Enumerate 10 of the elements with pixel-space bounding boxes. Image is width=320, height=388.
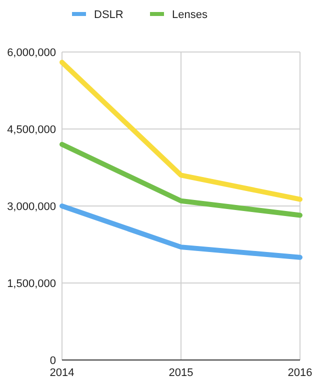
y-tick-label: 0 [50, 354, 56, 367]
x-tick-label: 2015 [168, 367, 194, 379]
y-tick-label: 4,500,000 [7, 124, 56, 136]
y-tick-label: 1,500,000 [7, 278, 56, 290]
x-tick-label: 2014 [50, 367, 74, 379]
y-tick-label: 6,000,000 [7, 46, 56, 59]
y-tick-label: 3,000,000 [7, 200, 56, 213]
legend-label: DSLR [94, 8, 124, 21]
x-tick-label: 2016 [288, 367, 312, 379]
legend-label: Lenses [172, 8, 208, 21]
